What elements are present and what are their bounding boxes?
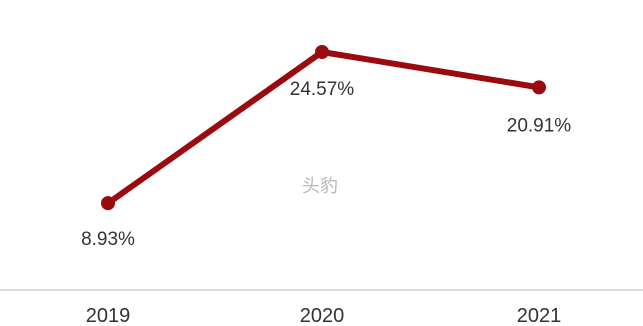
data-label-2020: 24.57%	[290, 79, 355, 100]
watermark: 头豹	[302, 176, 338, 197]
data-point-2021	[532, 80, 546, 95]
data-label-2021: 20.91%	[507, 115, 572, 136]
data-point-2019	[101, 196, 115, 211]
chart-title: …	[0, 0, 28, 6]
data-label-2019: 8.93%	[81, 229, 135, 250]
x-tick-label-2021: 2021	[517, 305, 562, 326]
data-point-2020	[315, 44, 329, 59]
x-tick-label-2020: 2020	[300, 305, 345, 326]
x-tick-label-2019: 2019	[86, 305, 131, 326]
